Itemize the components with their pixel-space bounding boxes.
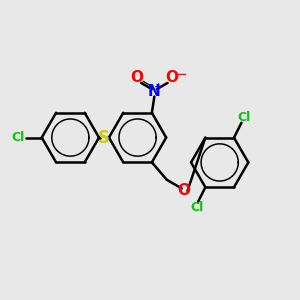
Text: −: −	[175, 68, 188, 82]
Text: Cl: Cl	[190, 201, 203, 214]
Text: +: +	[154, 82, 164, 92]
Text: O: O	[178, 184, 191, 199]
Text: Cl: Cl	[237, 111, 250, 124]
Text: N: N	[148, 84, 161, 99]
Text: S: S	[98, 129, 110, 147]
Text: O: O	[130, 70, 143, 86]
Text: O: O	[165, 70, 178, 86]
Text: Cl: Cl	[11, 131, 25, 144]
